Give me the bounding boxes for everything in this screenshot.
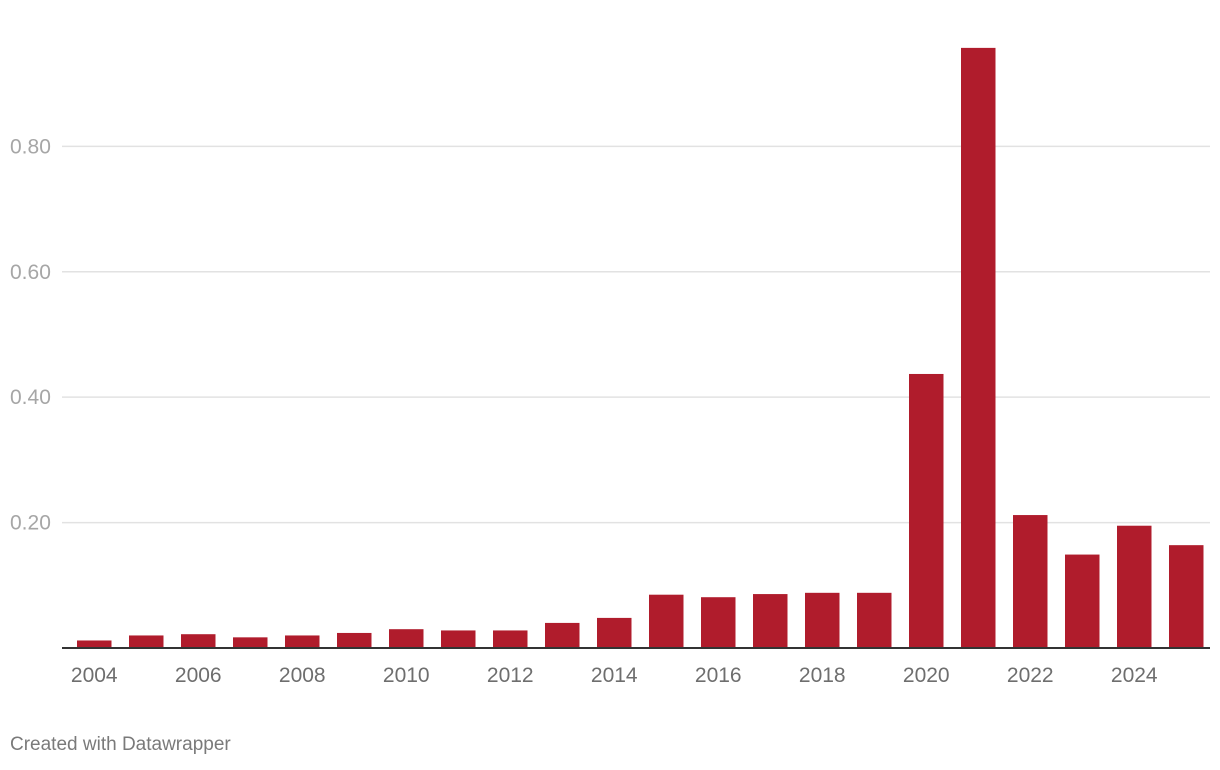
bar-2017 <box>753 594 788 648</box>
x-tick-label: 2018 <box>799 664 846 687</box>
y-tick-label: 0.80 <box>10 135 51 158</box>
bar-2014 <box>597 617 632 648</box>
x-tick-label: 2024 <box>1111 664 1158 687</box>
bar-2008 <box>285 635 320 648</box>
bar-2005 <box>129 635 164 648</box>
x-tick-label: 2006 <box>175 664 222 687</box>
bar-2020 <box>909 373 944 648</box>
bar-2004 <box>77 640 112 648</box>
bar-chart: 0.20 0.40 0.60 0.80 2004 2006 2008 2010 2012 201… <box>10 47 1210 687</box>
x-axis-tick-labels: 2004 2006 2008 2010 2012 2014 2016 2018 2020 2022… <box>71 664 1158 687</box>
bar-2006 <box>181 634 216 648</box>
x-tick-label: 2014 <box>591 664 638 687</box>
x-tick-label: 2020 <box>903 664 950 687</box>
bar-2011 <box>441 630 476 648</box>
bar-2018 <box>805 592 840 648</box>
bars <box>77 47 1204 649</box>
bar-2016 <box>701 597 736 648</box>
bar-2013 <box>545 622 580 648</box>
bar-2023 <box>1065 554 1100 648</box>
bar-2009 <box>337 632 372 648</box>
x-tick-label: 2012 <box>487 664 534 687</box>
bar-2015 <box>649 594 684 648</box>
bar-2010 <box>389 629 424 648</box>
bar-2021 <box>961 47 996 649</box>
datawrapper-credit: Created with Datawrapper <box>10 734 231 755</box>
x-tick-label: 2016 <box>695 664 742 687</box>
x-tick-label: 2010 <box>383 664 430 687</box>
bar-2025 <box>1169 545 1204 648</box>
bar-2012 <box>493 630 528 648</box>
bar-2024 <box>1117 525 1152 648</box>
x-tick-label: 2004 <box>71 664 118 687</box>
y-tick-label: 0.60 <box>10 261 51 284</box>
bar-2007 <box>233 637 268 648</box>
y-axis-tick-labels: 0.20 0.40 0.60 0.80 <box>10 135 51 534</box>
x-tick-label: 2022 <box>1007 664 1054 687</box>
y-tick-label: 0.40 <box>10 386 51 409</box>
bar-2019 <box>857 592 892 648</box>
gridlines <box>62 145 1210 524</box>
bar-2022 <box>1013 515 1048 648</box>
y-tick-label: 0.20 <box>10 512 51 535</box>
x-tick-label: 2008 <box>279 664 326 687</box>
